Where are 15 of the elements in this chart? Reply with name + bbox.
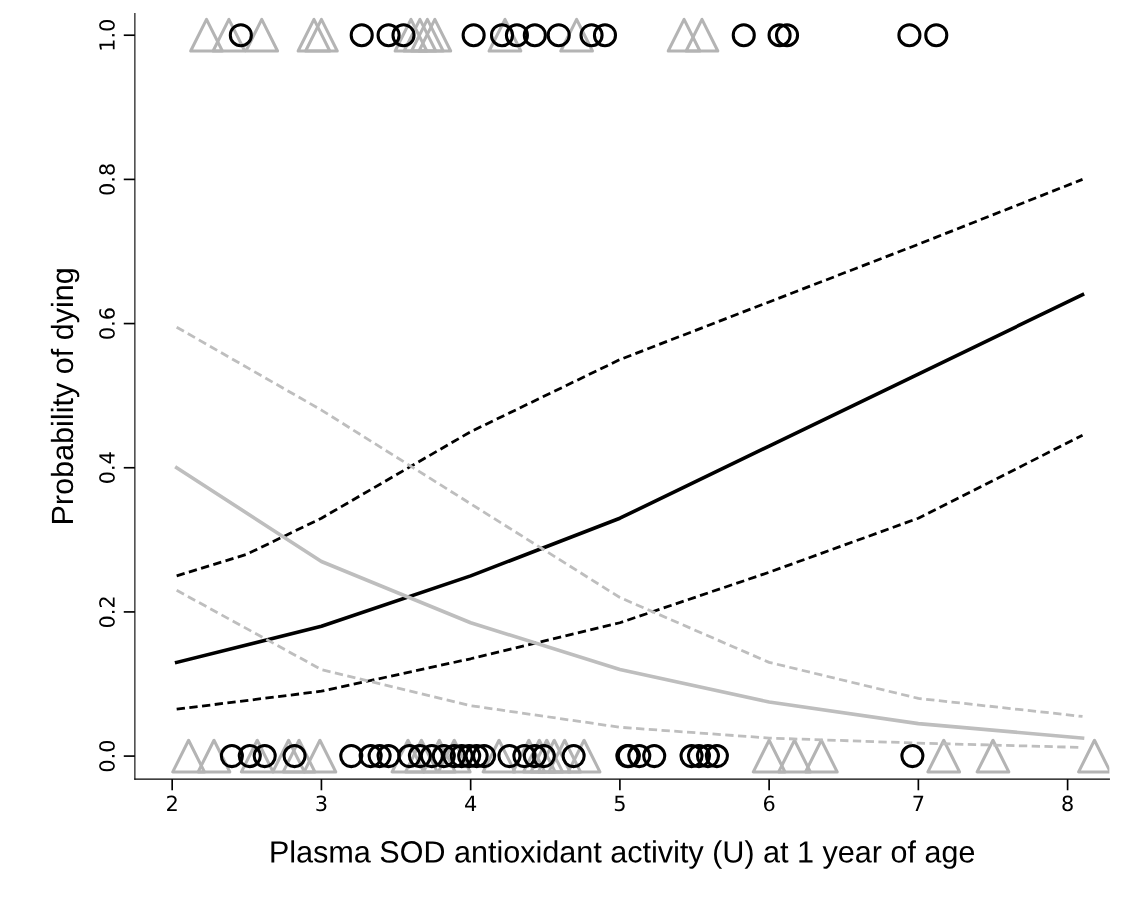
x-tick-label: 5: [614, 795, 625, 812]
y-tick-label: 0.6: [99, 308, 115, 339]
x-tick-label: 3: [316, 795, 327, 812]
y-tick-label: 0.2: [99, 597, 115, 628]
y-tick-label: 0.8: [99, 164, 115, 195]
x-tick-label: 6: [763, 795, 775, 812]
x-tick-label: 2: [167, 795, 177, 811]
y-axis-title: Probability of dying: [50, 269, 80, 523]
x-tick-label: 4: [465, 795, 477, 811]
x-tick-label: 7: [913, 795, 924, 811]
y-tick-label: 0.0: [99, 740, 115, 772]
y-tick-label: 0.4: [99, 452, 115, 483]
y-tick-label: 1.0: [99, 20, 115, 50]
x-tick-label: 8: [1062, 795, 1073, 812]
x-axis-title: Plasma SOD antioxidant activity (U) at 1 year of age: [271, 840, 975, 869]
